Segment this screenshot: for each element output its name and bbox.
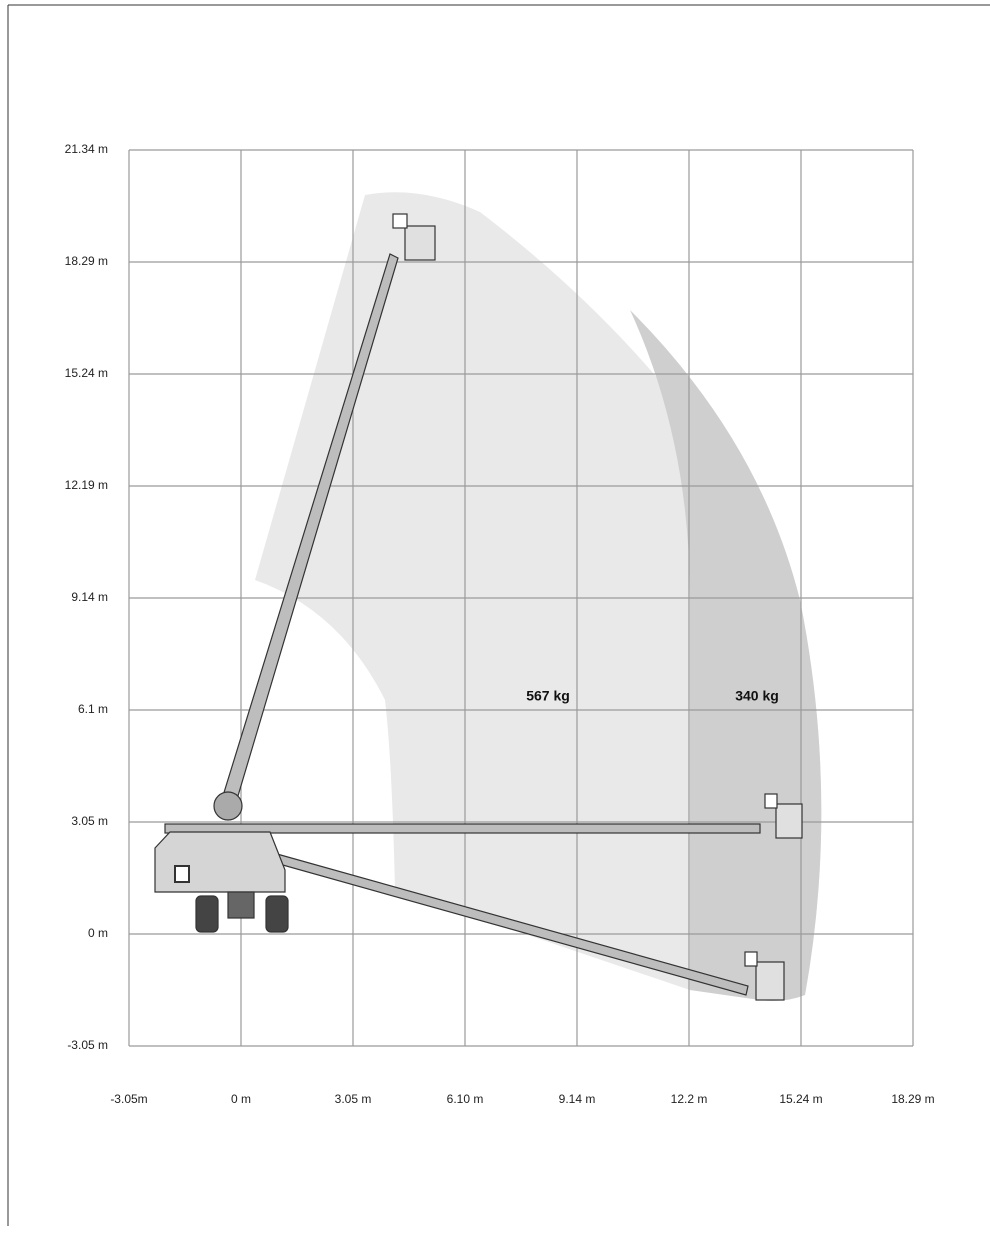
platform-mid [775,803,803,839]
zone-label: 567 kg [526,688,570,704]
platform-top [404,225,436,261]
envelope-567 [255,192,822,1001]
x-tick-label: 18.29 m [891,1092,934,1106]
y-tick-label: 9.14 m [71,590,108,604]
grid [128,149,914,1047]
y-tick-label: 21.34 m [65,142,108,156]
y-tick-label: 6.1 m [78,702,108,716]
wheel-front [195,895,219,933]
axle [227,891,255,919]
envelope-340 [630,310,822,1001]
boom-lift [154,213,803,1001]
y-tick-label: -3.05 m [67,1038,108,1052]
x-tick-label: 15.24 m [779,1092,822,1106]
x-tick-label: 3.05 m [335,1092,372,1106]
y-tick-label: 15.24 m [65,366,108,380]
x-tick-label: 9.14 m [559,1092,596,1106]
turret-pivot [213,791,243,821]
x-tick-label: 6.10 m [447,1092,484,1106]
platform-low [755,961,785,1001]
chassis-window [174,865,190,883]
x-tick-label: -3.05m [110,1092,147,1106]
y-tick-label: 3.05 m [71,814,108,828]
operator-top [392,213,408,229]
x-tick-label: 0 m [231,1092,251,1106]
y-tick-label: 12.19 m [65,478,108,492]
wheel-rear [265,895,289,933]
x-tick-label: 12.2 m [671,1092,708,1106]
y-tick-label: 0 m [88,926,108,940]
boom-horizontal [164,823,761,834]
y-tick-label: 18.29 m [65,254,108,268]
operator-mid [764,793,778,809]
operator-low [744,951,758,967]
zone-label: 340 kg [735,688,779,704]
